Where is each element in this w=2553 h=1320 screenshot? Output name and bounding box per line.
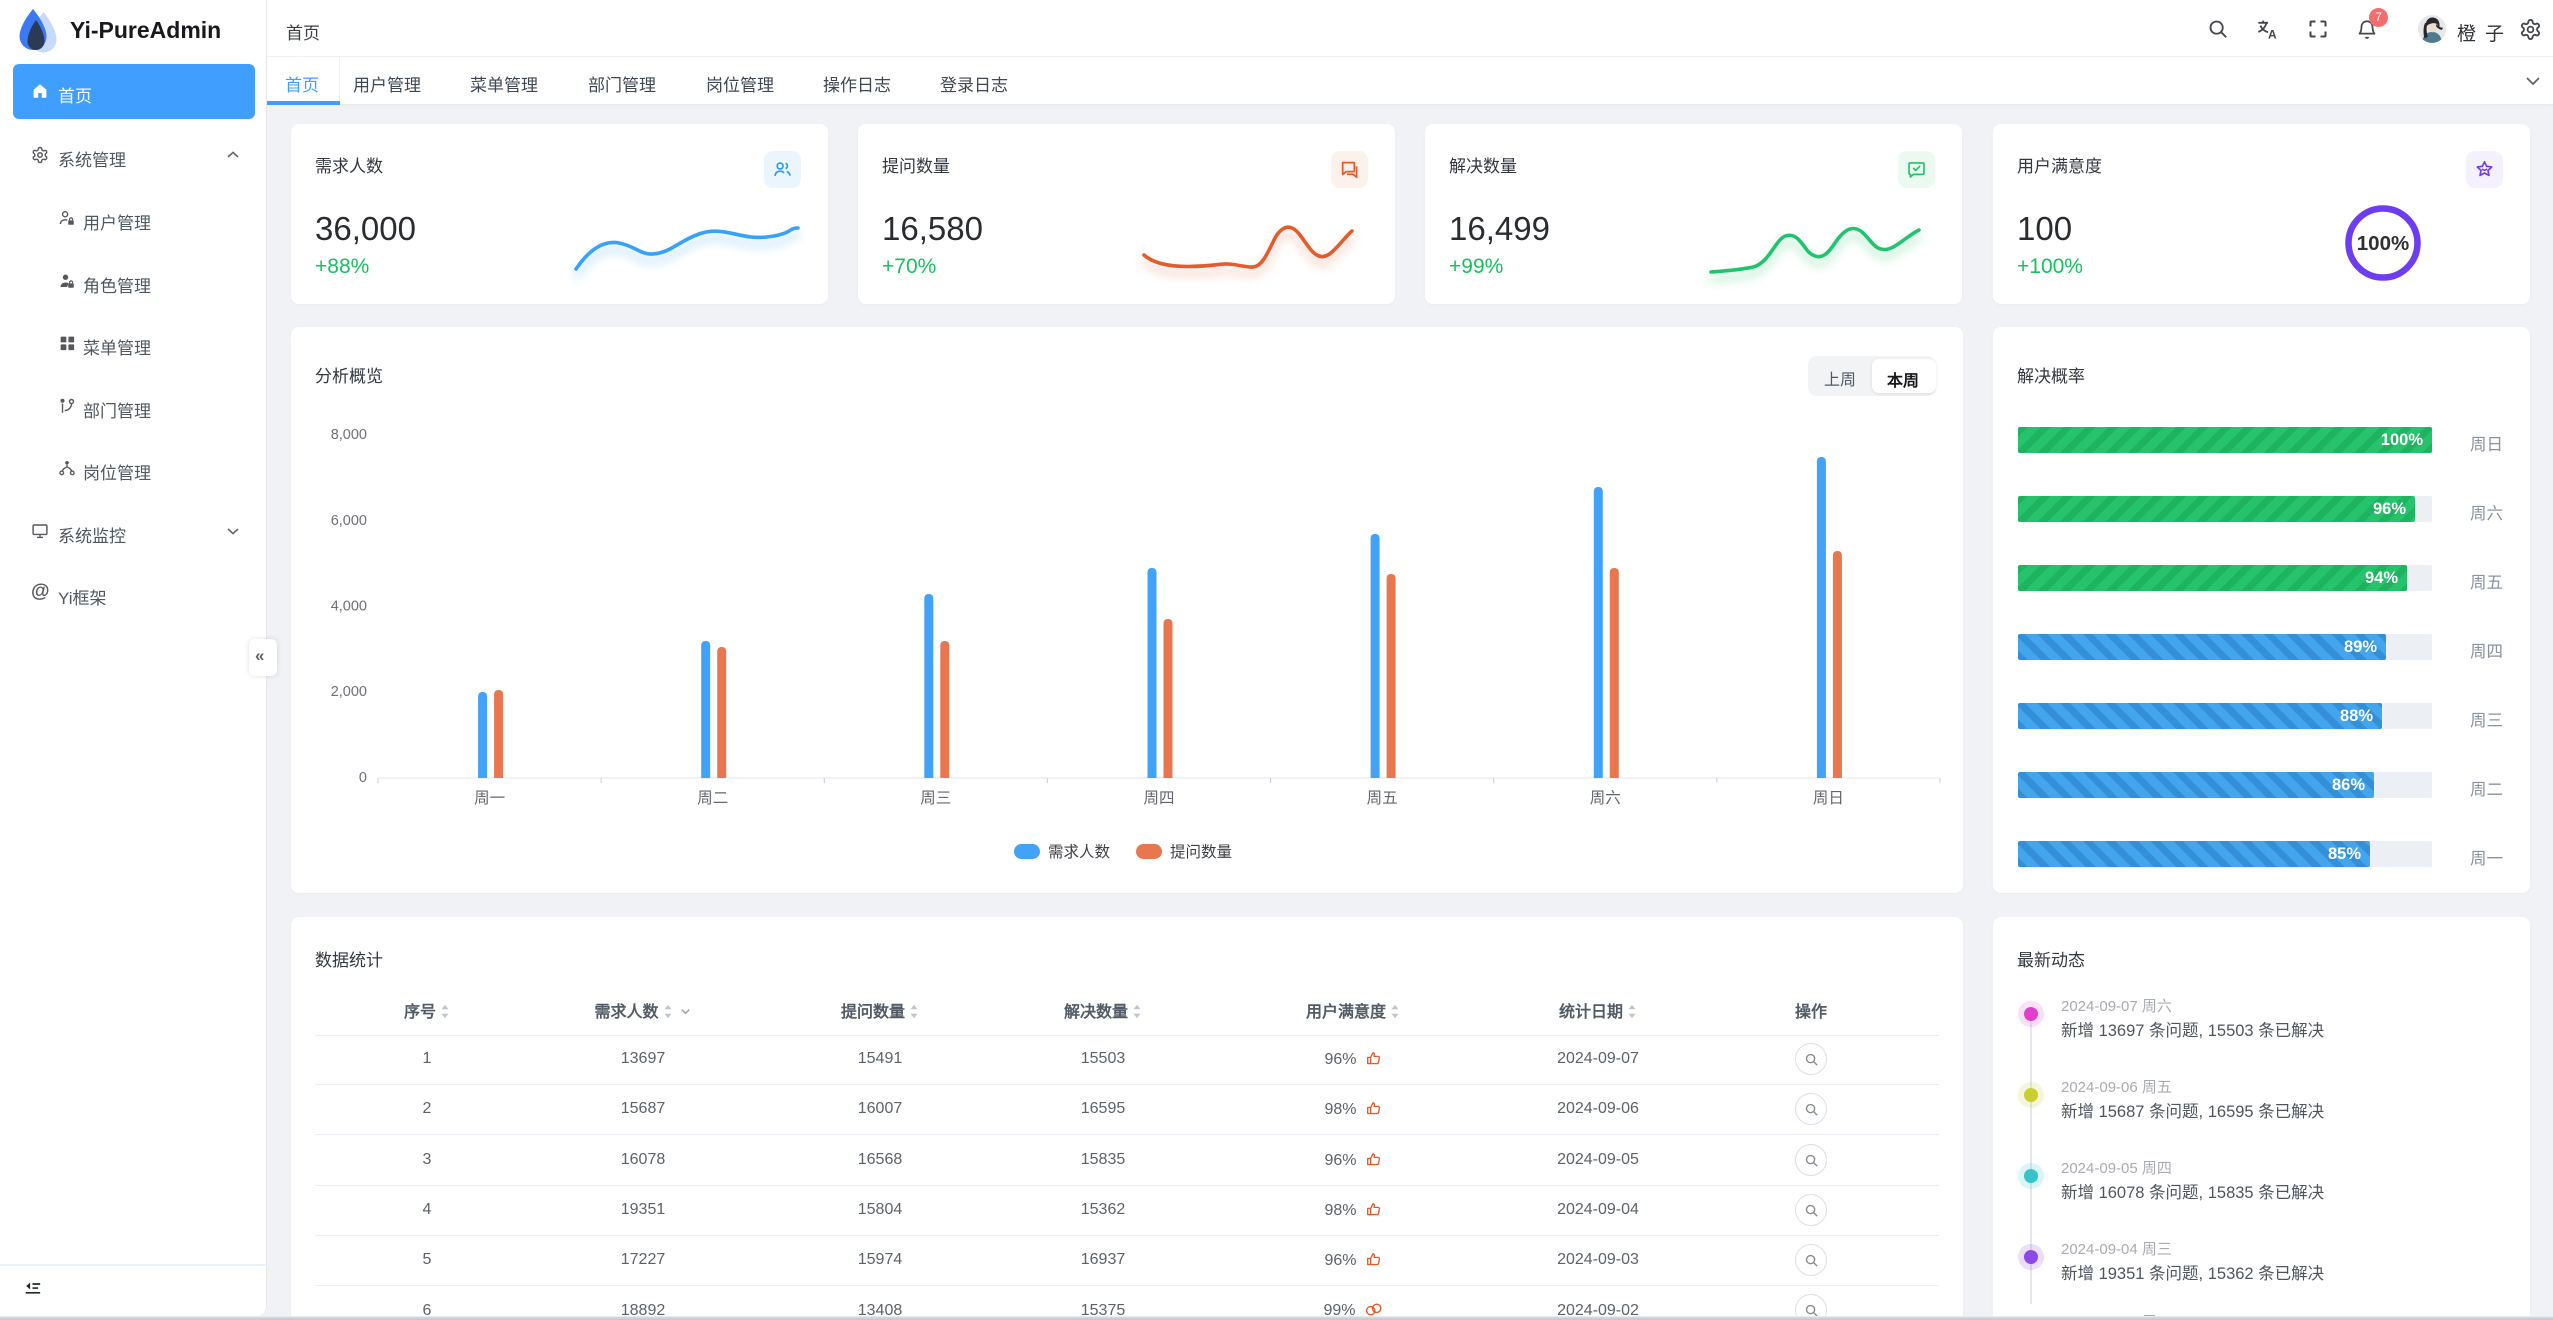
svg-text:周日: 周日 xyxy=(1813,790,1844,807)
svg-text:8,000: 8,000 xyxy=(331,427,367,443)
svg-text:4,000: 4,000 xyxy=(331,599,367,615)
svg-text:提问数量: 提问数量 xyxy=(1170,843,1232,861)
svg-text:周五: 周五 xyxy=(1367,790,1398,807)
svg-text:100%: 100% xyxy=(2357,232,2409,255)
svg-text:周三: 周三 xyxy=(920,790,951,807)
svg-text:需求人数: 需求人数 xyxy=(1048,843,1111,861)
svg-text:6,000: 6,000 xyxy=(331,513,367,529)
svg-text:2,000: 2,000 xyxy=(331,684,367,700)
svg-text:周一: 周一 xyxy=(474,790,505,807)
svg-text:0: 0 xyxy=(359,770,367,786)
svg-text:周四: 周四 xyxy=(1143,790,1174,807)
svg-text:周二: 周二 xyxy=(697,790,728,807)
svg-text:周六: 周六 xyxy=(1590,789,1621,807)
svg-text:A: A xyxy=(2268,28,2277,41)
